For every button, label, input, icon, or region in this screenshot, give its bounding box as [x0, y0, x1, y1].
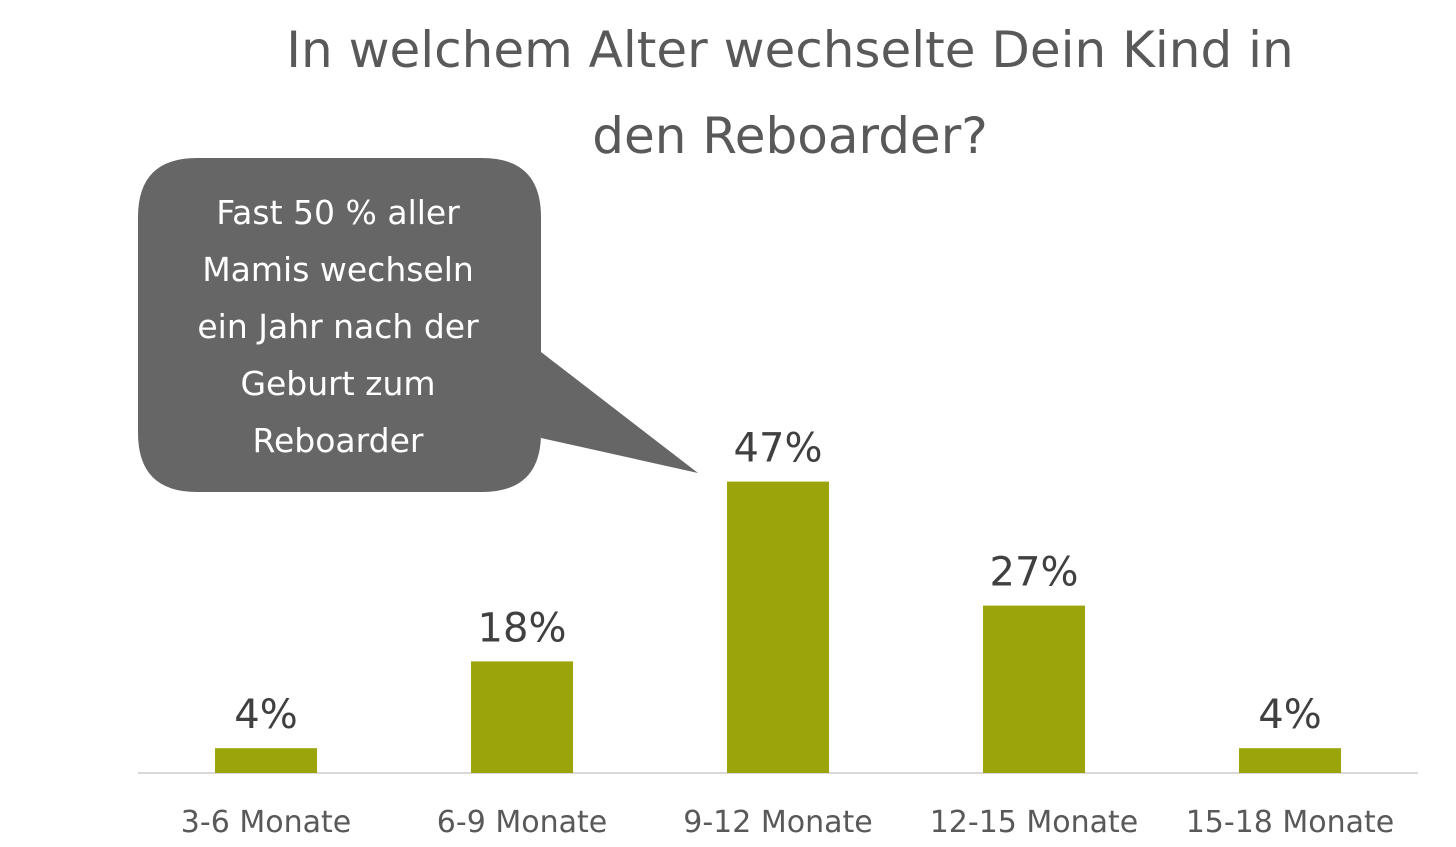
- bar-3-6-monate: [215, 748, 317, 773]
- callout-line-5: Reboarder: [253, 421, 424, 460]
- callout-annotation: Fast 50 % aller Mamis wechseln ein Jahr …: [138, 158, 698, 492]
- data-labels-group: 4% 18% 47% 27% 4%: [234, 426, 1321, 739]
- data-label-3-6-monate: 4%: [234, 692, 297, 738]
- bar-12-15-monate: [983, 605, 1085, 773]
- x-tick-label-9-12-monate: 9-12 Monate: [683, 805, 872, 840]
- callout-line-2: Mamis wechseln: [202, 250, 474, 289]
- x-tick-label-6-9-monate: 6-9 Monate: [437, 805, 607, 840]
- callout-bubble: [138, 158, 698, 492]
- x-tick-label-3-6-monate: 3-6 Monate: [181, 805, 351, 840]
- chart-title-line-2: den Reboarder?: [592, 107, 988, 165]
- data-label-9-12-monate: 47%: [734, 426, 823, 472]
- callout-line-4: Geburt zum: [240, 364, 435, 403]
- bar-15-18-monate: [1239, 748, 1341, 773]
- data-label-12-15-monate: 27%: [990, 550, 1079, 596]
- bar-9-12-monate: [727, 481, 829, 773]
- callout-line-1: Fast 50 % aller: [216, 193, 460, 232]
- chart-title: In welchem Alter wechselte Dein Kind in …: [286, 21, 1293, 165]
- x-tick-label-12-15-monate: 12-15 Monate: [930, 805, 1139, 840]
- data-label-6-9-monate: 18%: [478, 605, 567, 651]
- bar-6-9-monate: [471, 661, 573, 773]
- bars-group: [215, 481, 1341, 773]
- callout-line-3: ein Jahr nach der: [197, 307, 479, 346]
- x-tick-label-15-18-monate: 15-18 Monate: [1186, 805, 1395, 840]
- data-label-15-18-monate: 4%: [1258, 692, 1321, 738]
- tick-labels-group: 3-6 Monate 6-9 Monate 9-12 Monate 12-15 Mon…: [181, 805, 1394, 840]
- chart-title-line-1: In welchem Alter wechselte Dein Kind in: [286, 21, 1293, 79]
